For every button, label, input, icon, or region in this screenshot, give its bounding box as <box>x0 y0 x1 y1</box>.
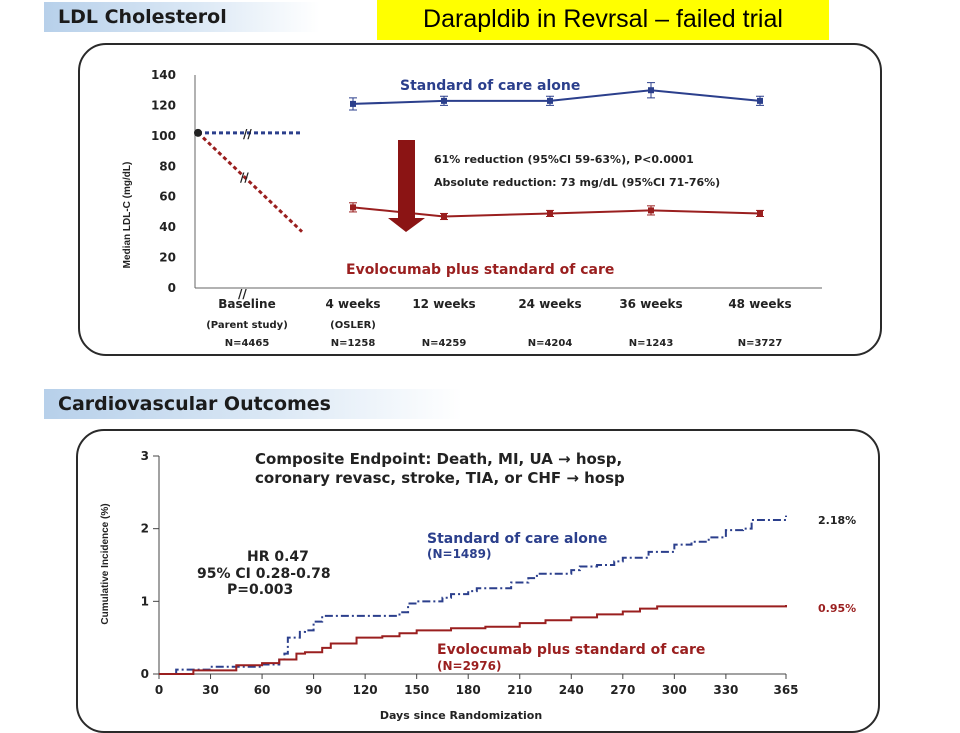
baseline-point <box>194 128 202 137</box>
p-value: P=0.003 <box>227 582 293 598</box>
ldl-x-categories: Baseline (Parent study) N=4465 4 weeks (OSLE… <box>206 297 791 349</box>
cv-x-tick-label: 210 <box>507 683 532 697</box>
evolocumab-curve-label: Evolocumab plus standard of care <box>437 642 705 658</box>
ldl-section-title: LDL Cholesterol <box>44 2 320 32</box>
cv-x-tick-label: 0 <box>155 683 163 697</box>
evolocumab-km-curve <box>159 604 787 675</box>
ldl-category-label: Baseline <box>218 297 275 311</box>
cv-y-tick-label: 3 <box>141 449 149 463</box>
cv-title-line-1: Composite Endpoint: Death, MI, UA → hosp… <box>255 450 622 468</box>
cv-x-tick-label: 270 <box>610 683 635 697</box>
ldl-y-tick-label: 60 <box>159 190 176 204</box>
ldl-chart-panel: 0 20 40 60 80 100 120 140 Baseline (Parent study… <box>78 43 882 356</box>
cv-y-tick-label: 1 <box>141 594 149 608</box>
axis-break-mark: // <box>243 127 252 141</box>
cv-x-tick-label: 150 <box>404 683 429 697</box>
evolocumab-ldl-point <box>648 207 654 214</box>
cv-x-tick-label: 330 <box>713 683 738 697</box>
standard-km-curve <box>159 515 787 675</box>
evolocumab-ldl-point <box>757 210 763 217</box>
standard-series-label: Standard of care alone <box>400 78 580 94</box>
ldl-y-tick-label: 80 <box>159 159 176 173</box>
cv-x-tick-label: 365 <box>773 683 798 697</box>
evolocumab-ldl-point <box>350 204 356 211</box>
cv-y-tick-label: 2 <box>141 522 149 536</box>
standard-end-value: 2.18% <box>818 514 856 527</box>
cv-x-tick-label: 120 <box>353 683 378 697</box>
cv-x-tick-label: 60 <box>254 683 271 697</box>
cv-title-line-2: coronary revasc, stroke, TIA, or CHF → h… <box>255 469 625 487</box>
evolocumab-ldl-point <box>441 213 447 220</box>
ldl-category-label: 36 weeks <box>619 297 682 311</box>
cv-section-title: Cardiovascular Outcomes <box>44 389 462 419</box>
standard-ldl-point <box>547 97 553 104</box>
ldl-n-label: N=1258 <box>331 338 376 349</box>
ldl-y-tick-label: 100 <box>151 129 176 143</box>
ldl-y-tick-label: 20 <box>159 251 176 265</box>
cv-x-tick-label: 180 <box>456 683 481 697</box>
cv-x-axis-label: Days since Randomization <box>380 709 542 722</box>
standard-curve-n: (N=1489) <box>427 547 491 561</box>
evolocumab-end-value: 0.95% <box>818 602 856 615</box>
ldl-chart: 0 20 40 60 80 100 120 140 Baseline (Parent study… <box>122 68 822 349</box>
cv-x-ticks: 0 30 60 90 120 150 180 210 240 270 300 330 365 <box>155 674 799 697</box>
axis-break-mark: // <box>240 171 249 185</box>
ldl-n-label: N=4465 <box>225 338 270 349</box>
cv-x-tick-label: 90 <box>305 683 322 697</box>
cv-y-ticks: 0 1 2 3 <box>141 449 159 681</box>
ldl-n-label: N=4204 <box>528 338 573 349</box>
cv-series <box>159 515 787 675</box>
standard-ldl-point <box>757 97 763 104</box>
ldl-y-tick-label: 40 <box>159 220 176 234</box>
ldl-y-tick-label: 120 <box>151 98 176 112</box>
ldl-category-sublabel: (Parent study) <box>206 320 288 331</box>
relative-reduction-annotation: 61% reduction (95%CI 59-63%), P<0.0001 <box>434 153 694 166</box>
hazard-ratio: HR 0.47 <box>247 549 309 565</box>
ldl-category-label: 12 weeks <box>412 297 475 311</box>
ldl-n-label: N=1243 <box>629 338 674 349</box>
axis-break-mark: // <box>238 287 247 301</box>
standard-ldl-point <box>350 100 356 107</box>
cv-x-tick-label: 30 <box>202 683 219 697</box>
trial-note-banner: Darapldib in Revrsal – failed trial <box>377 0 829 40</box>
reduction-arrow <box>388 140 425 232</box>
ldl-n-label: N=3727 <box>738 338 783 349</box>
ldl-n-label: N=4259 <box>422 338 467 349</box>
evolocumab-series-label: Evolocumab plus standard of care <box>346 262 614 278</box>
standard-ldl-point <box>441 97 447 104</box>
ldl-category-label: 4 weeks <box>325 297 380 311</box>
absolute-reduction-annotation: Absolute reduction: 73 mg/dL (95%CI 71-7… <box>434 176 720 189</box>
ldl-category-sublabel: (OSLER) <box>330 320 376 331</box>
ldl-y-ticks: 0 20 40 60 80 100 120 140 <box>151 68 176 295</box>
cv-y-axis-label: Cumulative Incidence (%) <box>100 503 111 624</box>
cv-x-tick-label: 300 <box>662 683 687 697</box>
ldl-category-label: 48 weeks <box>728 297 791 311</box>
cv-x-tick-label: 240 <box>559 683 584 697</box>
ldl-axes <box>194 75 822 289</box>
ldl-y-tick-label: 0 <box>168 281 176 295</box>
ldl-y-axis-label: Median LDL-C (mg/dL) <box>122 162 133 269</box>
standard-ldl-point <box>648 87 654 94</box>
ldl-category-label: 24 weeks <box>518 297 581 311</box>
evolocumab-transition-line <box>196 131 304 233</box>
ldl-y-tick-label: 140 <box>151 68 176 82</box>
arrow-shaft <box>398 140 415 218</box>
evolocumab-curve-n: (N=2976) <box>437 659 501 673</box>
cv-axes <box>158 456 786 675</box>
cv-y-tick-label: 0 <box>141 667 149 681</box>
confidence-interval: 95% CI 0.28-0.78 <box>197 566 331 582</box>
standard-curve-label: Standard of care alone <box>427 531 607 547</box>
arrow-head <box>388 218 425 232</box>
evolocumab-ldl-point <box>547 210 553 217</box>
